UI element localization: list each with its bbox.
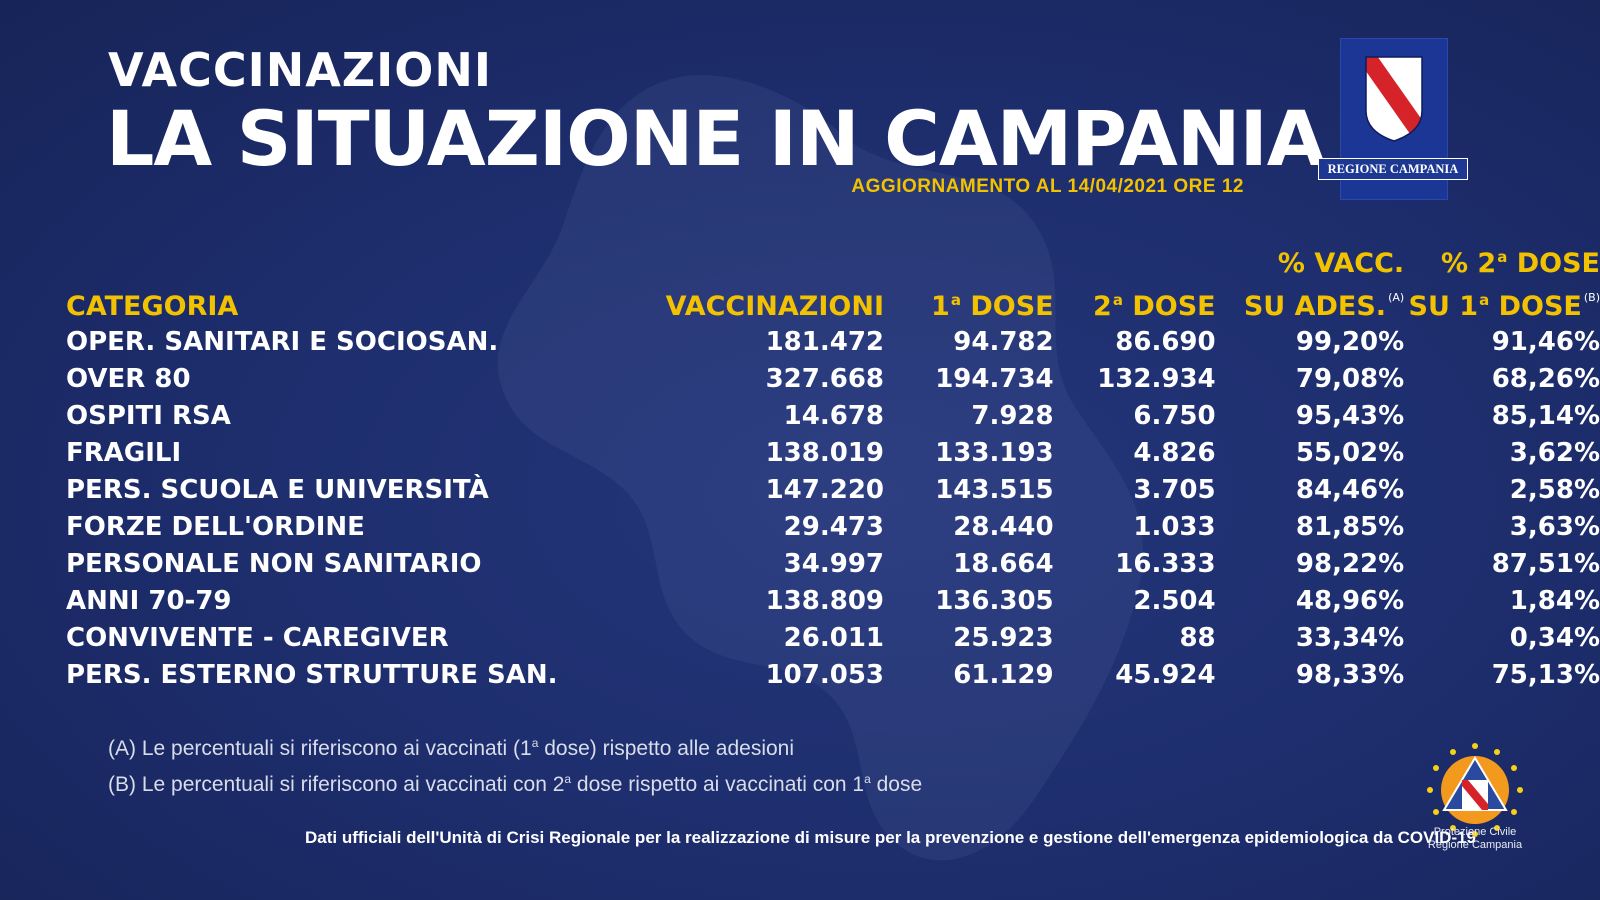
header-category: CATEGORIA	[66, 291, 239, 322]
footnote-a: (A) Le percentuali si riferiscono ai vac…	[108, 736, 795, 760]
cell-pct-2dose: 85,14%	[1491, 401, 1600, 431]
vaccination-table: CATEGORIA VACCINAZIONI 1a DOSE 2a DOSE %…	[66, 240, 1600, 694]
cell-pct-2dose: 68,26%	[1491, 364, 1600, 394]
cell-pct-2dose: 2,58%	[1509, 475, 1600, 505]
table-row: PERS. ESTERNO STRUTTURE SAN. 107.053 61.12…	[66, 657, 1600, 694]
cell-pct-2dose: 0,34%	[1509, 623, 1600, 653]
cell-category: OPER. SANITARI E SOCIOSAN.	[66, 327, 499, 357]
note-a-marker: (A)	[1388, 291, 1405, 304]
cell-dose2: 6.750	[1133, 401, 1216, 431]
table-row: OSPITI RSA 14.678 7.928 6.750 95,43% 85,14%	[66, 398, 1600, 435]
cell-dose2: 1.033	[1133, 512, 1216, 542]
note-b-marker: (B)	[1583, 291, 1600, 304]
cell-category: CONVIVENTE - CAREGIVER	[66, 623, 449, 653]
cell-vaccinations: 14.678	[783, 401, 885, 431]
table-row: FORZE DELL'ORDINE 29.473 28.440 1.033 81,85%…	[66, 509, 1600, 546]
update-timestamp: AGGIORNAMENTO AL 14/04/2021 ORE 12	[851, 176, 1244, 198]
cell-pct-vacc: 81,85%	[1295, 512, 1405, 542]
table-row: PERSONALE NON SANITARIO 34.997 18.664 16.33…	[66, 546, 1600, 583]
update-date: 14/04/2021	[1067, 176, 1168, 197]
header-pct-2dose: % 2a DOSE SU 1a DOSE (B)	[1404, 240, 1600, 324]
cell-pct-vacc: 48,96%	[1295, 586, 1405, 616]
cell-dose1: 194.734	[935, 364, 1054, 394]
cell-dose1: 133.193	[935, 438, 1054, 468]
cell-category: PERSONALE NON SANITARIO	[66, 549, 482, 579]
cell-pct-2dose: 75,13%	[1491, 660, 1600, 690]
footnotes: (A) Le percentuali si riferiscono ai vac…	[108, 728, 922, 800]
cell-vaccinations: 138.019	[765, 438, 885, 468]
cell-vaccinations: 138.809	[765, 586, 885, 616]
cell-dose2: 45.924	[1115, 660, 1216, 690]
cell-dose1: 18.664	[953, 549, 1054, 579]
cell-dose1: 28.440	[953, 512, 1054, 542]
cell-dose2: 16.333	[1115, 549, 1216, 579]
cell-pct-2dose: 3,63%	[1509, 512, 1600, 542]
page-title: LA SITUAZIONE IN CAMPANIA	[106, 94, 1326, 183]
cell-category: ANNI 70-79	[66, 586, 232, 616]
protezione-civile-caption: Protezione Civile Regione Campania	[1427, 826, 1523, 851]
cell-dose2: 88	[1179, 623, 1216, 653]
regione-campania-logo: REGIONE CAMPANIA	[1318, 38, 1468, 200]
header-pct-vacc: % VACC. SU ADES. (A)	[1216, 240, 1405, 324]
update-prefix: AGGIORNAMENTO AL	[851, 176, 1068, 197]
cell-dose1: 143.515	[935, 475, 1054, 505]
cell-dose1: 61.129	[953, 660, 1054, 690]
cell-category: PERS. SCUOLA E UNIVERSITÀ	[66, 475, 489, 505]
cell-dose2: 132.934	[1097, 364, 1216, 394]
cell-pct-vacc: 98,33%	[1295, 660, 1405, 690]
table-row: OVER 80 327.668 194.734 132.934 79,08% 68,26%	[66, 361, 1600, 398]
update-suffix: ORE 12	[1167, 176, 1244, 197]
cell-dose1: 7.928	[971, 401, 1054, 431]
cell-vaccinations: 107.053	[765, 660, 885, 690]
protezione-civile-emblem-icon	[1427, 743, 1523, 837]
cell-pct-2dose: 3,62%	[1509, 438, 1600, 468]
header-dose2: 2a DOSE	[1093, 291, 1216, 322]
cell-vaccinations: 181.472	[765, 327, 885, 357]
cell-pct-2dose: 1,84%	[1509, 586, 1600, 616]
table-header-row: CATEGORIA VACCINAZIONI 1a DOSE 2a DOSE %…	[66, 240, 1600, 324]
cell-pct-2dose: 91,46%	[1491, 327, 1600, 357]
cell-category: OSPITI RSA	[66, 401, 231, 431]
cell-dose1: 25.923	[953, 623, 1054, 653]
table-row: OPER. SANITARI E SOCIOSAN. 181.472 94.782 8…	[66, 324, 1600, 361]
page-kicker: VACCINAZIONI	[108, 43, 492, 97]
cell-vaccinations: 29.473	[783, 512, 885, 542]
cell-category: FRAGILI	[66, 438, 182, 468]
header-pct-vacc-line1: % VACC.	[1277, 248, 1405, 279]
cell-category: PERS. ESTERNO STRUTTURE SAN.	[66, 660, 558, 690]
cell-dose2: 4.826	[1133, 438, 1216, 468]
cell-dose1: 94.782	[953, 327, 1054, 357]
cell-pct-vacc: 84,46%	[1295, 475, 1405, 505]
table-row: ANNI 70-79 138.809 136.305 2.504 48,96% 1,84%	[66, 583, 1600, 620]
header-pct-2dose-line1: % 2a DOSE	[1440, 248, 1600, 279]
header-vaccinations: VACCINAZIONI	[665, 291, 885, 322]
cell-pct-vacc: 95,43%	[1295, 401, 1405, 431]
cell-pct-vacc: 98,22%	[1295, 549, 1405, 579]
cell-pct-vacc: 79,08%	[1295, 364, 1405, 394]
footnote-b: (B) Le percentuali si riferiscono ai vac…	[108, 772, 923, 796]
cell-vaccinations: 26.011	[783, 623, 885, 653]
cell-category: FORZE DELL'ORDINE	[66, 512, 365, 542]
header-pct-vacc-line2: SU ADES. (A)	[1243, 291, 1405, 322]
cell-pct-vacc: 55,02%	[1295, 438, 1405, 468]
cell-pct-vacc: 99,20%	[1295, 327, 1405, 357]
cell-dose2: 3.705	[1133, 475, 1216, 505]
logo-caption: REGIONE CAMPANIA	[1318, 158, 1468, 180]
header-pct-2dose-line2: SU 1a DOSE (B)	[1408, 291, 1600, 322]
cell-vaccinations: 34.997	[783, 549, 885, 579]
table-row: CONVIVENTE - CAREGIVER 26.011 25.923 88 33,3…	[66, 620, 1600, 657]
header-dose1: 1a DOSE	[931, 291, 1054, 322]
table-row: FRAGILI 138.019 133.193 4.826 55,02% 3,62%	[66, 435, 1600, 472]
cell-dose2: 2.504	[1133, 586, 1216, 616]
cell-dose1: 136.305	[935, 586, 1054, 616]
source-footer: Dati ufficiali dell'Unità di Crisi Regio…	[305, 828, 1477, 847]
cell-category: OVER 80	[66, 364, 191, 394]
table-row: PERS. SCUOLA E UNIVERSITÀ 147.220 143.515 3…	[66, 472, 1600, 509]
cell-pct-vacc: 33,34%	[1295, 623, 1405, 653]
campania-shield-icon	[1365, 56, 1423, 142]
cell-pct-2dose: 87,51%	[1491, 549, 1600, 579]
cell-vaccinations: 147.220	[765, 475, 885, 505]
cell-vaccinations: 327.668	[765, 364, 885, 394]
cell-dose2: 86.690	[1115, 327, 1216, 357]
